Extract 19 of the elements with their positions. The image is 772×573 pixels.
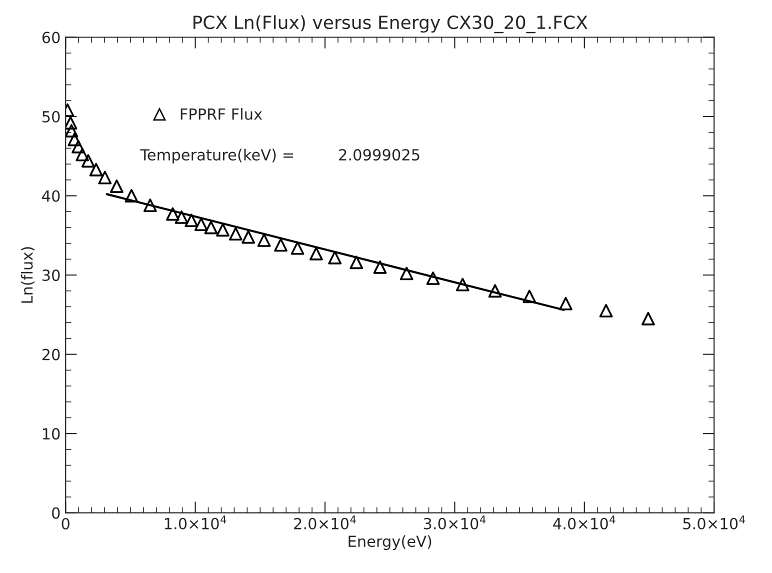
y-tick-label: 40 [42,190,60,202]
x-tick-label: 2.0×10$^{4}$ [294,516,356,530]
annotation: Temperature(keV) = [140,148,294,164]
annotation: 2.0999025 [339,149,420,161]
legend-label: FPPRF Flux [180,108,262,120]
x-tick-label: 5.0×10$^{4}$ [683,516,745,530]
chart-title: PCX Ln(Flux) versus Energy CX30_20_1.FCX [194,15,588,34]
y-tick-label: 20 [42,348,60,360]
y-tick-label: 10 [42,428,60,440]
x-tick-label: 3.0×10$^{4}$ [424,516,486,530]
x-tick-label: 0 [62,518,70,530]
x-axis-title: Energy(eV) [348,535,432,550]
x-tick-label: 1.0×10$^{4}$ [164,516,226,530]
y-tick-label: 50 [42,110,60,123]
y-tick-label: 30 [42,270,60,282]
y-axis-title: Ln(flux) [20,247,35,303]
y-tick-label: 60 [42,32,60,44]
y-tick-label: 0 [52,507,60,519]
x-tick-label: 4.0×10$^{4}$ [553,516,616,530]
